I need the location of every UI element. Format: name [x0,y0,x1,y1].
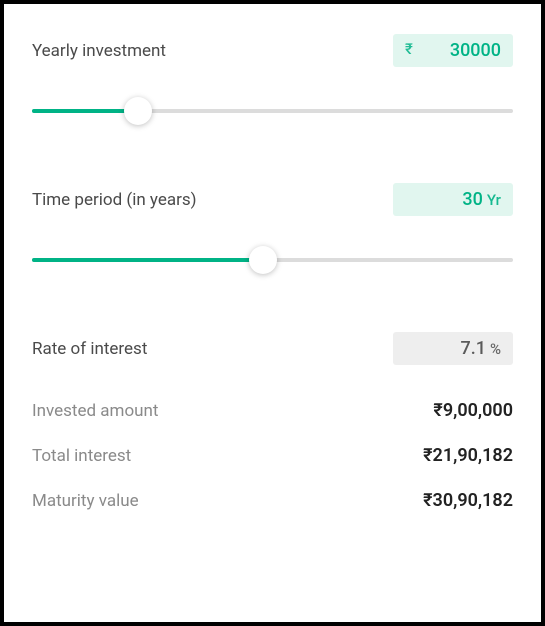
slider-thumb[interactable] [249,246,277,274]
rate-of-interest-group: Rate of interest 7.1% [32,332,513,365]
invested-amount-value: ₹9,00,000 [433,400,513,421]
invested-amount-row: Invested amount ₹9,00,000 [32,400,513,421]
total-interest-value: ₹21,90,182 [423,445,513,466]
yearly-investment-slider[interactable] [32,99,513,123]
time-period-label: Time period (in years) [32,190,197,210]
rate-of-interest-label: Rate of interest [32,339,147,359]
year-suffix: Yr [487,191,501,209]
time-period-slider[interactable] [32,248,513,272]
yearly-investment-group: Yearly investment ₹ 30000 [32,34,513,123]
time-period-value: 30 [462,189,482,210]
maturity-value-value: ₹30,90,182 [423,490,513,511]
maturity-value-row: Maturity value ₹30,90,182 [32,490,513,511]
yearly-investment-value-box[interactable]: ₹ 30000 [393,34,513,67]
calculator-panel: Yearly investment ₹ 30000 Time period (i… [0,0,545,626]
yearly-investment-value: 30000 [450,40,501,61]
rate-of-interest-row: Rate of interest 7.1% [32,332,513,365]
total-interest-label: Total interest [32,446,131,466]
total-interest-row: Total interest ₹21,90,182 [32,445,513,466]
slider-fill [32,258,263,262]
rate-of-interest-value: 7.1 [460,338,485,359]
time-period-group: Time period (in years) 30 Yr [32,183,513,272]
percent-suffix: % [490,340,501,358]
results-section: Invested amount ₹9,00,000 Total interest… [32,400,513,511]
rupee-prefix: ₹ [405,40,413,58]
rate-of-interest-value-box: 7.1% [393,332,513,365]
yearly-investment-label: Yearly investment [32,41,166,61]
slider-thumb[interactable] [124,97,152,125]
slider-fill [32,109,138,113]
yearly-investment-row: Yearly investment ₹ 30000 [32,34,513,67]
time-period-value-box[interactable]: 30 Yr [393,183,513,216]
maturity-value-label: Maturity value [32,491,139,511]
invested-amount-label: Invested amount [32,401,158,421]
time-period-row: Time period (in years) 30 Yr [32,183,513,216]
